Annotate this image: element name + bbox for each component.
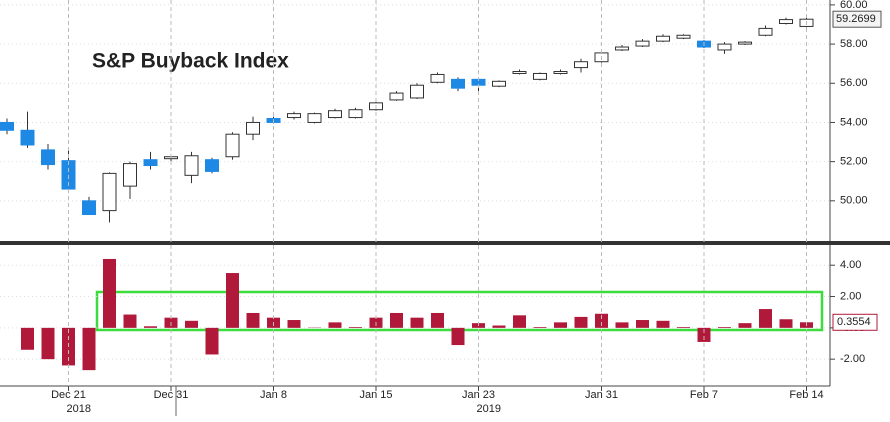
last-value-box: [832, 10, 882, 28]
bar: [287, 320, 301, 328]
x-tick-label: Dec 31: [154, 389, 189, 401]
y-tick-label: 4.00: [840, 259, 861, 271]
candle-body: [717, 43, 732, 51]
y-tick-label: -2.00: [840, 353, 865, 365]
x-tick-label: Dec 21: [51, 389, 86, 401]
candle-body: [779, 19, 793, 25]
candle-body: [430, 73, 445, 83]
candle-body: [512, 71, 527, 74]
last-value-label: 0.3554: [837, 316, 871, 328]
candle-body: [123, 163, 137, 187]
last-value-box: [832, 313, 878, 331]
bar: [21, 327, 34, 350]
bar: [574, 316, 588, 328]
x-tick-label: Jan 23: [462, 389, 495, 401]
candle-body: [0, 121, 14, 131]
bar: [779, 319, 793, 328]
candle-body: [410, 84, 424, 99]
y-tick-label: 58.00: [840, 38, 868, 50]
x-tick-label: Jan 31: [585, 389, 618, 401]
y-tick-label: 50.00: [840, 195, 868, 207]
bar: [718, 327, 731, 328]
candle-body: [348, 109, 363, 119]
bar: [554, 322, 567, 328]
bar: [82, 327, 96, 371]
y-tick-label: 56.00: [840, 77, 868, 89]
candle-body: [492, 80, 506, 87]
bar: [677, 327, 690, 328]
bar: [759, 309, 772, 328]
candle-body: [676, 34, 691, 39]
bar: [349, 327, 362, 328]
bar: [328, 322, 342, 328]
x-tick-label: Jan 15: [359, 389, 392, 401]
candle-body: [307, 113, 322, 123]
bar: [492, 325, 506, 328]
last-value-label: 59.2699: [836, 13, 876, 25]
bar: [103, 258, 116, 328]
bar: [410, 317, 424, 328]
bar: [656, 320, 670, 328]
candle-body: [102, 172, 117, 212]
candle-body: [738, 41, 752, 45]
candle-body: [553, 71, 568, 74]
candle-body: [758, 27, 773, 36]
candle-body: [41, 149, 55, 166]
y-tick-label: 2.00: [840, 290, 861, 302]
x-group-label: 2018: [67, 403, 91, 415]
candle-body: [574, 61, 588, 69]
candle-body: [451, 78, 465, 89]
bar: [431, 312, 444, 328]
y-tick-label: 52.00: [840, 156, 868, 168]
candle-body: [82, 200, 96, 216]
bar: [738, 323, 752, 328]
bar: [615, 322, 629, 328]
bar: [636, 320, 649, 328]
bar: [246, 312, 260, 328]
candle-body: [615, 46, 629, 51]
bar: [144, 326, 157, 328]
candle-body: [184, 155, 199, 176]
candle-body: [635, 40, 650, 47]
bar: [595, 313, 608, 328]
x-tick-label: Feb 7: [690, 389, 718, 401]
bar: [513, 315, 526, 328]
bar: [533, 327, 547, 328]
candle-body: [225, 133, 240, 158]
bar: [390, 312, 403, 328]
bar: [697, 327, 711, 342]
candle-body: [287, 113, 301, 119]
x-tick-label: Feb 14: [789, 389, 823, 401]
candle-body: [328, 110, 342, 119]
bar: [226, 273, 239, 328]
candle-body: [205, 159, 219, 172]
chart-title: S&P Buyback Index: [92, 50, 289, 73]
candle-body: [246, 121, 260, 135]
y-tick-label: 54.00: [840, 116, 868, 128]
bar: [41, 327, 55, 360]
candle-body: [389, 92, 404, 101]
candle-body: [143, 159, 158, 167]
candle-body: [533, 72, 547, 80]
bar: [123, 314, 137, 328]
bar: [185, 320, 198, 328]
x-group-label: 2019: [477, 403, 501, 415]
candle-body: [656, 35, 670, 42]
candle-body: [20, 129, 35, 146]
x-tick-label: Jan 8: [260, 389, 287, 401]
bar: [451, 327, 465, 346]
y-tick-label: 60.00: [840, 0, 868, 11]
bar: [205, 327, 219, 355]
